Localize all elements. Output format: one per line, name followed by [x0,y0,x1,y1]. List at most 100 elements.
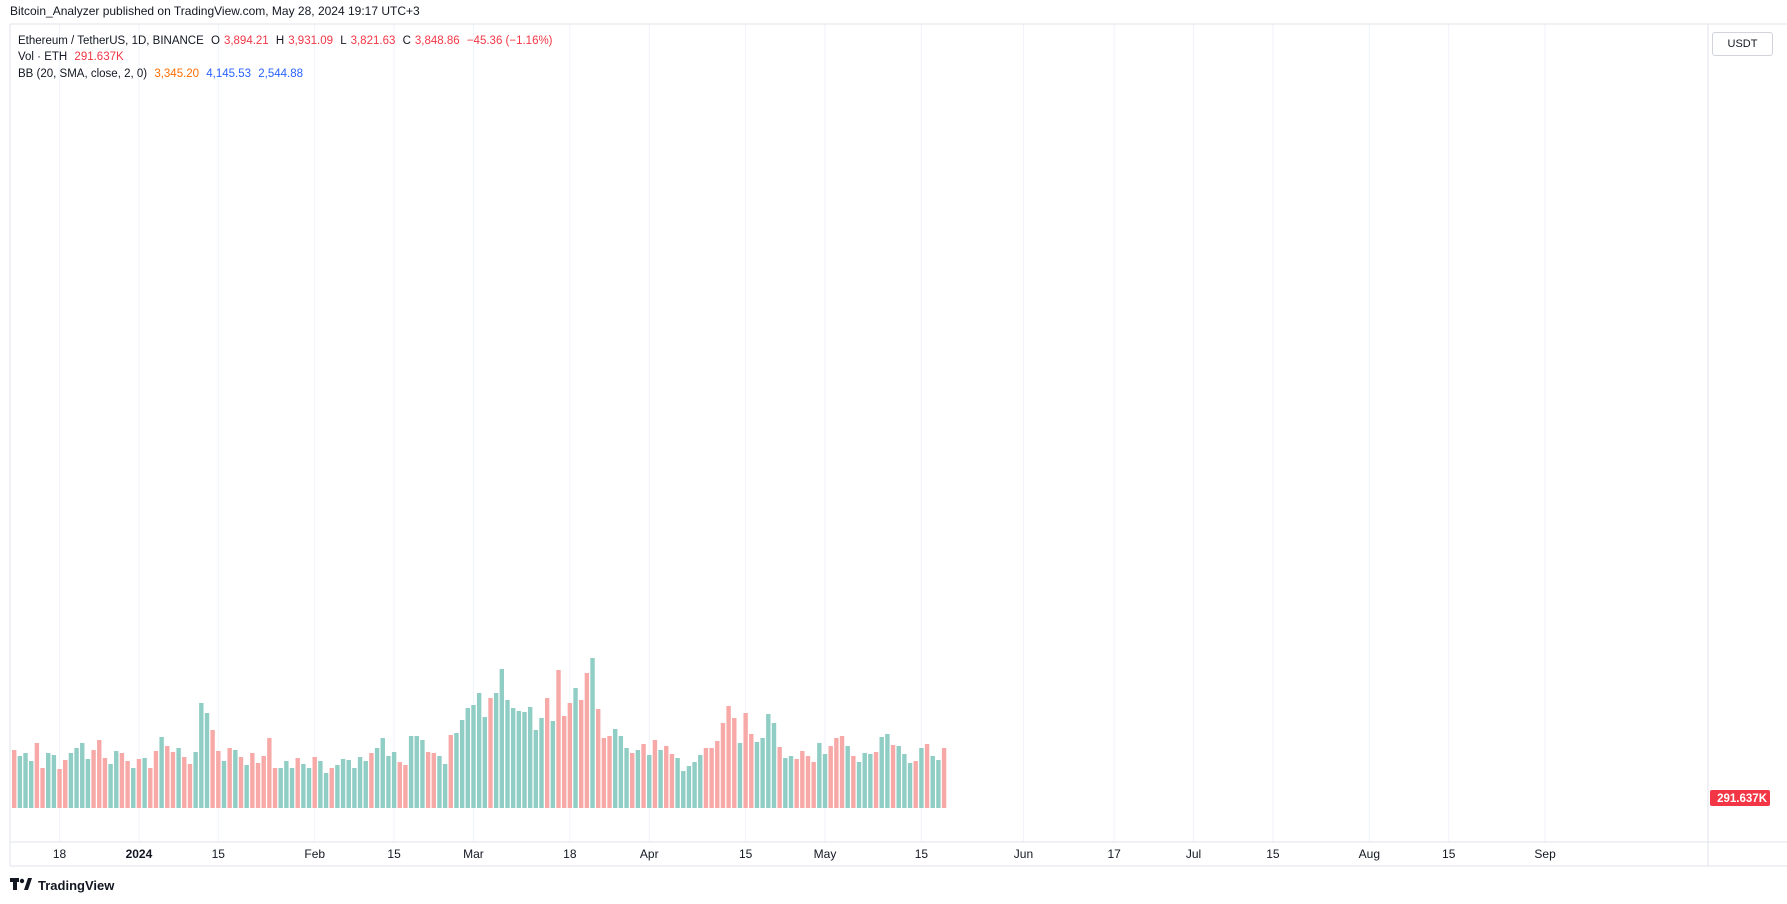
volume-bar [544,698,550,808]
ohlc-close: 3,848.86 [414,35,460,47]
ohlc-low: 3,821.63 [350,35,396,47]
volume-bar [890,745,896,808]
time-tick-label: Mar [463,847,484,861]
time-tick-label: 15 [212,847,226,861]
volume-bar [817,743,822,808]
volume-bar [533,730,539,808]
volume-bar [74,748,79,808]
volume-bar [425,752,431,808]
time-tick-label: 2024 [126,847,153,861]
time-tick-label: 18 [53,847,67,861]
volume-bar [783,758,788,808]
volume-bar [919,748,924,808]
volume-bar [630,753,635,808]
volume-bar [573,688,578,808]
volume-bar [403,765,408,808]
volume-bar [250,753,255,808]
volume-bar [760,738,765,808]
volume-bar [664,746,669,808]
volume-bar [777,747,782,808]
volume-bar [618,736,624,808]
volume-bar [476,693,482,808]
volume-bar [556,670,561,808]
tradingview-logo[interactable]: TradingView [10,878,114,893]
volume-bar [913,761,918,808]
volume-bar [805,756,811,808]
volume-bar [380,738,385,808]
tradingview-logo-icon [10,878,32,893]
volume-bar [153,751,159,808]
volume-bar [675,758,680,808]
volume-bar [17,756,23,808]
volume-bar [261,756,266,808]
volume-bar [698,755,703,808]
volume-bar [652,740,658,808]
ohlc-high-label: H [275,35,285,47]
volume-bar [301,764,306,808]
tradingview-logo-text: TradingView [38,878,115,893]
volume-bar [119,753,125,808]
volume-bar [340,759,346,808]
volume-bar [295,758,300,808]
volume-bar [91,750,96,808]
volume-bar [924,744,930,808]
volume-bar [788,756,794,808]
volume-bar [85,759,91,808]
volume-bar [278,768,283,808]
volume-bar [873,752,879,808]
volume-bar [238,757,244,808]
volume-bar [692,762,697,808]
volume-bar [346,760,351,808]
volume-bar [811,762,816,808]
volume-bar [193,752,198,808]
time-tick-label: 15 [739,847,753,861]
volume-bar [635,750,641,808]
currency-selector[interactable]: USDT [1712,32,1773,56]
volume-bar [527,707,533,808]
publisher-line: Bitcoin_Analyzer published on TradingVie… [10,4,420,18]
volume-bar [482,717,488,808]
volume-bar [550,721,556,808]
volume-bar [465,708,470,808]
volume-bar [125,761,130,808]
volume-bar [771,723,777,808]
volume-bar [442,764,448,808]
volume-bar [221,761,227,808]
volume-bar [879,737,884,808]
volume-badge-bg [1710,790,1770,806]
volume-bar [108,764,113,808]
bb-legend-label: BB (20, SMA, close, 2, 0) [18,68,148,80]
time-tick-label: Jun [1014,847,1033,861]
volume-bar [834,738,839,808]
time-axis: 18 2024 15 Feb 15 Mar 18 Apr 15 May 15 Jun 17 Jul 15 Au… [53,847,1556,861]
time-tick-label: May [814,847,837,861]
bb-lower-value: 2,544.88 [258,68,304,80]
volume-bar [29,761,34,808]
volume-bar [647,755,652,808]
time-tick-label: 15 [1266,847,1280,861]
time-tick-label: Sep [1534,847,1556,861]
volume-bar [709,748,714,808]
volume-bar [936,760,941,808]
volume-bar [896,746,901,808]
axes [9,23,1787,867]
symbol-title: Ethereum / TetherUS, 1D, BINANCE [18,35,204,47]
volume-bar [289,768,295,808]
volume-bar [420,740,425,808]
volume-bar [397,762,402,808]
volume-bar [766,714,771,808]
volume-bar [131,768,136,808]
time-tick-label: 18 [563,847,577,861]
volume-bar [255,763,261,808]
volume-bar [561,716,567,808]
volume-bar [97,740,102,808]
volume-bar [862,753,867,808]
volume-bar [669,754,675,808]
volume-bar [40,768,45,808]
time-tick-label: Aug [1359,847,1380,861]
volume-bar [80,743,85,808]
volume-bar [312,757,317,808]
ohlc-open-label: O [210,35,220,47]
volume-bar [749,734,754,808]
